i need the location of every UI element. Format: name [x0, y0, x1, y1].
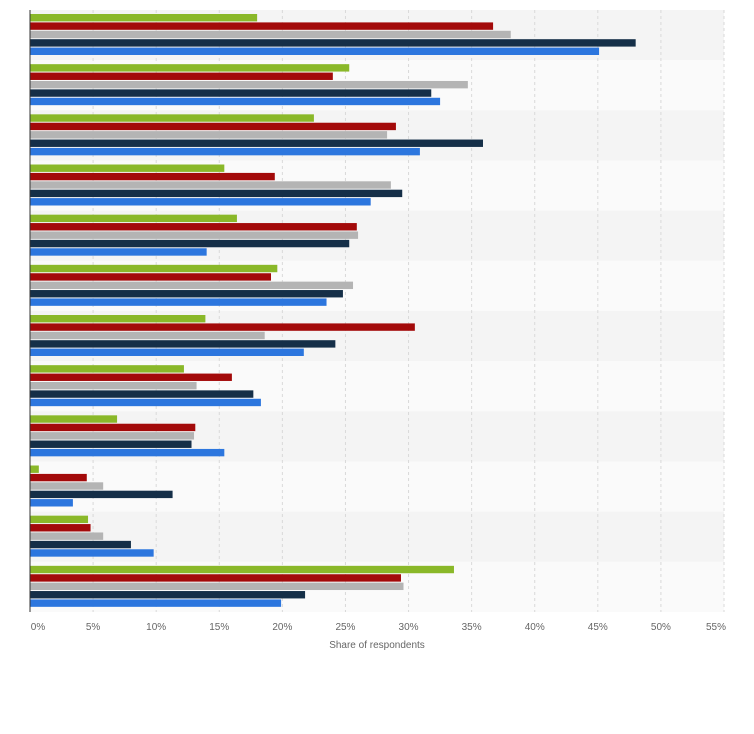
bar[interactable] — [30, 373, 232, 381]
bar[interactable] — [30, 340, 336, 348]
bar[interactable] — [30, 64, 350, 72]
x-tick-label: 50% — [651, 622, 671, 633]
bar[interactable] — [30, 591, 306, 599]
x-tick-label: 45% — [588, 622, 608, 633]
bar[interactable] — [30, 189, 403, 198]
row-band — [30, 461, 724, 512]
x-tick-label: 5% — [86, 622, 101, 633]
bar[interactable] — [30, 290, 343, 298]
bar[interactable] — [30, 315, 206, 323]
bar[interactable] — [30, 147, 420, 156]
gridlines — [92, 10, 725, 612]
x-axis-label: Share of respondents — [329, 640, 425, 651]
bar[interactable] — [30, 239, 350, 248]
bar[interactable] — [30, 214, 237, 223]
bar[interactable] — [30, 198, 371, 206]
bar[interactable] — [30, 72, 333, 80]
bar[interactable] — [30, 599, 282, 607]
bar[interactable] — [30, 164, 225, 172]
bar[interactable] — [30, 515, 89, 524]
bar[interactable] — [30, 440, 192, 448]
bar[interactable] — [30, 398, 261, 407]
bar[interactable] — [30, 22, 494, 30]
bar[interactable] — [30, 281, 354, 290]
bar[interactable] — [30, 172, 275, 181]
bar[interactable] — [30, 448, 225, 457]
bar[interactable] — [30, 331, 265, 340]
bar[interactable] — [30, 348, 304, 356]
x-tick-label: 35% — [462, 622, 482, 633]
bar[interactable] — [30, 273, 272, 281]
x-tick-label: 30% — [399, 622, 419, 633]
bar[interactable] — [30, 365, 184, 373]
x-tick-label: 20% — [272, 622, 292, 633]
bar[interactable] — [30, 131, 388, 139]
bar[interactable] — [30, 39, 636, 47]
bar[interactable] — [30, 97, 441, 106]
bar[interactable] — [30, 524, 91, 532]
bar[interactable] — [30, 473, 87, 482]
bar[interactable] — [30, 139, 483, 147]
bar[interactable] — [30, 30, 511, 39]
bar[interactable] — [30, 323, 415, 331]
bars — [30, 14, 636, 607]
bar[interactable] — [30, 248, 207, 256]
bar[interactable] — [30, 574, 401, 582]
bar[interactable] — [30, 565, 454, 574]
bar[interactable] — [30, 264, 278, 273]
bar[interactable] — [30, 532, 104, 540]
bar[interactable] — [30, 298, 327, 306]
bar[interactable] — [30, 223, 357, 231]
x-tick-label: 10% — [146, 622, 166, 633]
x-tick-label: 0% — [31, 622, 46, 633]
x-tick-label: 25% — [335, 622, 355, 633]
bar[interactable] — [30, 122, 396, 131]
x-tick-label: 55% — [706, 622, 726, 633]
bar[interactable] — [30, 482, 104, 490]
x-tick-label: 15% — [209, 622, 229, 633]
x-axis-ticks: 0% 5% 10% 15% 20% 25% 30% 35% 40% 45% 50% 55% — [31, 622, 726, 633]
bar[interactable] — [30, 415, 118, 423]
bar[interactable] — [30, 89, 432, 97]
bar[interactable] — [30, 432, 195, 440]
bar[interactable] — [30, 47, 600, 55]
bar[interactable] — [30, 549, 154, 557]
bar[interactable] — [30, 540, 131, 549]
bar[interactable] — [30, 114, 314, 122]
bar[interactable] — [30, 490, 173, 499]
bar[interactable] — [30, 231, 359, 239]
bar[interactable] — [30, 499, 73, 507]
bar[interactable] — [30, 80, 468, 89]
bar[interactable] — [30, 181, 391, 189]
bar[interactable] — [30, 465, 39, 473]
bar[interactable] — [30, 381, 197, 390]
bar[interactable] — [30, 14, 258, 22]
bar[interactable] — [30, 582, 404, 591]
bar[interactable] — [30, 423, 196, 432]
x-tick-label: 40% — [525, 622, 545, 633]
bar[interactable] — [30, 390, 254, 398]
